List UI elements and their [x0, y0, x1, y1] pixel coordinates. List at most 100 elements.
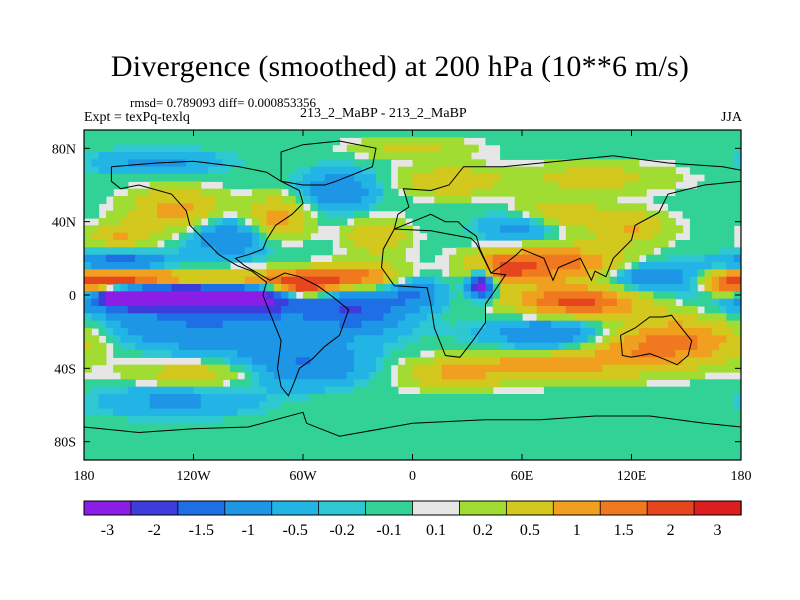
field-cell	[733, 298, 741, 307]
field-cell	[390, 430, 399, 439]
field-cell	[310, 240, 319, 248]
field-cell	[565, 181, 574, 190]
field-cell	[193, 328, 202, 336]
field-cell	[397, 394, 406, 402]
field-cell	[354, 225, 362, 234]
field-cell	[500, 328, 508, 336]
field-cell	[470, 247, 479, 256]
field-cell	[397, 137, 406, 146]
field-cell	[485, 372, 494, 380]
field-cell	[456, 247, 465, 256]
field-cell	[332, 262, 341, 270]
field-cell	[543, 254, 552, 263]
field-cell	[215, 357, 224, 366]
field-cell	[449, 430, 457, 439]
field-cell	[638, 218, 647, 226]
field-cell	[704, 401, 713, 410]
field-cell	[711, 291, 720, 300]
field-cell	[646, 386, 654, 395]
field-cell	[507, 225, 516, 234]
field-cell	[259, 350, 268, 358]
field-cell	[120, 423, 129, 432]
field-cell	[208, 438, 216, 446]
field-cell	[573, 320, 581, 329]
field-cell	[105, 430, 114, 439]
field-cell	[565, 240, 574, 248]
field-cell	[339, 313, 348, 322]
field-cell	[616, 364, 625, 373]
field-cell	[441, 306, 450, 314]
x-tick-label: 180	[731, 469, 752, 484]
field-cell	[157, 203, 165, 212]
field-cell	[697, 196, 706, 204]
field-cell	[726, 159, 735, 168]
field-cell	[91, 174, 100, 182]
field-cell	[84, 254, 92, 263]
field-cell	[492, 298, 501, 307]
field-cell	[631, 328, 640, 336]
field-cell	[186, 394, 195, 402]
field-cell	[580, 350, 589, 358]
field-cell	[91, 240, 100, 248]
field-cell	[361, 306, 370, 314]
field-cell	[412, 357, 421, 366]
field-cell	[668, 306, 676, 314]
field-cell	[638, 166, 647, 175]
field-cell	[682, 210, 691, 219]
field-cell	[295, 276, 304, 285]
field-cell	[303, 452, 311, 460]
field-cell	[595, 452, 603, 460]
field-cell	[157, 430, 165, 439]
field-cell	[186, 430, 195, 439]
field-cell	[164, 291, 173, 300]
field-cell	[543, 357, 552, 366]
field-cell	[660, 174, 669, 182]
field-cell	[361, 276, 370, 285]
field-cell	[324, 408, 333, 417]
field-cell	[193, 401, 202, 410]
field-cell	[638, 181, 647, 190]
field-cell	[602, 423, 611, 432]
field-cell	[339, 262, 348, 270]
field-cell	[354, 174, 362, 182]
field-cell	[522, 196, 530, 204]
field-cell	[412, 210, 421, 219]
field-cell	[178, 306, 187, 314]
field-cell	[646, 247, 654, 256]
field-cell	[193, 284, 202, 292]
field-cell	[186, 438, 195, 446]
field-cell	[200, 137, 209, 146]
field-cell	[91, 379, 100, 388]
field-cell	[317, 364, 326, 373]
field-cell	[595, 445, 603, 454]
field-cell	[682, 298, 691, 307]
field-cell	[178, 218, 187, 226]
field-cell	[500, 276, 508, 285]
field-cell	[332, 328, 341, 336]
field-cell	[609, 174, 618, 182]
field-cell	[427, 416, 435, 424]
field-cell	[704, 218, 713, 226]
field-cell	[675, 203, 684, 212]
field-cell	[412, 313, 421, 322]
field-cell	[259, 445, 268, 454]
field-cell	[120, 152, 129, 160]
field-cell	[507, 408, 516, 417]
field-cell	[200, 342, 209, 351]
field-cell	[595, 306, 603, 314]
field-cell	[434, 240, 443, 248]
field-cell	[171, 269, 180, 278]
field-cell	[390, 306, 399, 314]
field-cell	[463, 357, 472, 366]
field-cell	[704, 342, 713, 351]
field-cell	[98, 166, 107, 175]
field-cell	[441, 328, 450, 336]
field-cell	[215, 225, 224, 234]
field-cell	[522, 364, 530, 373]
field-cell	[668, 438, 676, 446]
field-cell	[456, 218, 465, 226]
field-cell	[390, 203, 399, 212]
field-cell	[237, 196, 246, 204]
field-cell	[230, 137, 238, 146]
field-cell	[419, 247, 428, 256]
